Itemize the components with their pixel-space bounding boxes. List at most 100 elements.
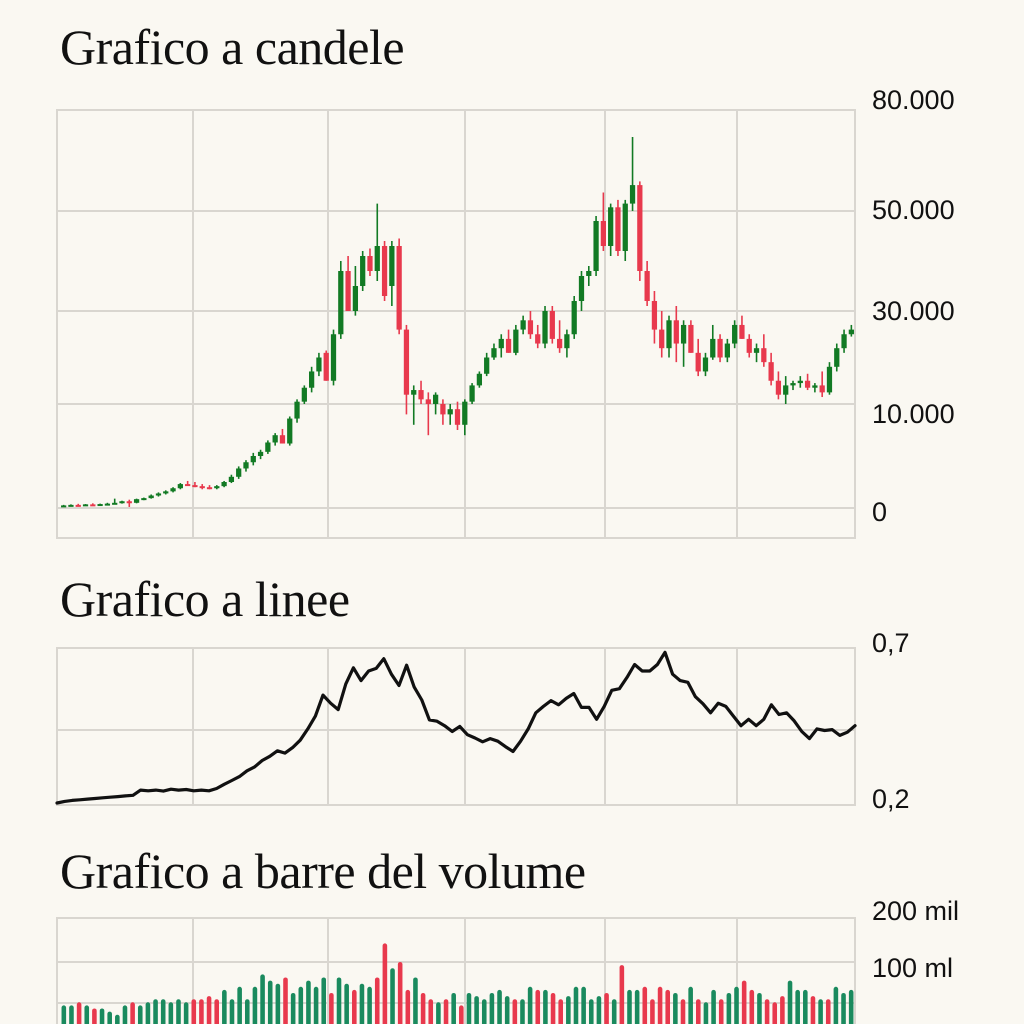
candle-body — [571, 301, 577, 335]
volume-bar — [321, 977, 327, 1024]
candle-body — [615, 207, 621, 251]
volume-bar — [527, 986, 533, 1024]
volume-bar — [344, 983, 349, 1024]
volume-bar — [680, 999, 686, 1024]
volume-bar — [229, 999, 235, 1024]
candle-body — [323, 352, 329, 381]
candle-body — [505, 338, 512, 353]
candle-body — [418, 390, 424, 400]
volume-bar — [92, 1008, 97, 1024]
volume-bar — [535, 989, 541, 1024]
candle-body — [484, 357, 490, 374]
volume-bar — [420, 993, 426, 1024]
volume-bar — [825, 999, 831, 1024]
volume-bar — [298, 986, 304, 1024]
volume-bar — [214, 999, 219, 1024]
volume-bar — [741, 980, 747, 1024]
candle-body — [454, 409, 461, 425]
candle-body — [104, 503, 111, 506]
candle-body — [790, 383, 796, 386]
line-chart-title: Grafico a linee — [60, 571, 350, 627]
volume-bar — [160, 999, 166, 1024]
candle-body — [206, 487, 213, 490]
volume-bar — [512, 999, 518, 1024]
volume-bar — [459, 1005, 464, 1024]
volume-bar — [99, 1008, 105, 1024]
candle-body — [520, 320, 526, 330]
candle-body — [542, 311, 548, 344]
volume-bar — [76, 1002, 82, 1024]
candle-body — [75, 504, 81, 507]
plot-frame — [56, 109, 856, 539]
volume-bar — [275, 983, 281, 1024]
candle-body — [61, 505, 67, 508]
volume-bar — [428, 999, 434, 1024]
volume-bar — [237, 986, 242, 1024]
candle-body — [199, 486, 205, 489]
candle-body — [155, 493, 162, 496]
candle-body — [812, 385, 818, 388]
candle-body — [826, 366, 833, 393]
candle-body — [119, 501, 125, 504]
volume-bar — [566, 996, 571, 1024]
volume-bar — [313, 986, 319, 1024]
candle-body — [629, 185, 636, 204]
candle-y-tick-10000: 10.000 — [872, 399, 955, 429]
volume-bar — [810, 996, 816, 1024]
volume-bar — [61, 1005, 67, 1024]
volume-bar — [780, 996, 785, 1024]
volume-bar — [84, 1005, 90, 1024]
volume-bar — [115, 1014, 120, 1024]
candle-body — [549, 311, 555, 339]
candle-body — [185, 484, 191, 487]
candle-body — [666, 320, 672, 349]
volume-bar — [206, 996, 212, 1024]
volume-bar — [848, 989, 854, 1024]
volume-bar — [107, 1011, 112, 1024]
volume-bar — [604, 993, 609, 1024]
candle-body — [432, 394, 439, 404]
candle-body — [265, 442, 271, 452]
volume-bar — [611, 999, 617, 1024]
candle-body — [622, 203, 628, 251]
volume-bar — [405, 989, 411, 1024]
volume-bar — [673, 993, 678, 1024]
volume-bar — [336, 977, 342, 1024]
volume-bar — [283, 977, 288, 1024]
volume-bar — [650, 999, 655, 1024]
candle-body — [68, 504, 74, 507]
volume-bar — [222, 989, 227, 1024]
volume-bar — [244, 999, 250, 1024]
volume-bar — [352, 989, 357, 1024]
candle-body — [374, 246, 380, 271]
candle-body — [257, 451, 264, 456]
candle-body — [673, 320, 679, 344]
volume-bar — [474, 996, 479, 1024]
volume-bar — [764, 999, 770, 1024]
line-y-tick-top: 0,7 — [872, 628, 910, 658]
candle-y-tick-0: 0 — [872, 497, 888, 527]
volume-bar — [841, 993, 846, 1024]
volume-y-tick-200: 200 mil — [872, 896, 960, 926]
candle-body — [425, 399, 431, 404]
volume-bar — [497, 989, 502, 1024]
candle-body — [403, 329, 410, 395]
candle-body — [578, 276, 585, 301]
candle-body — [309, 371, 315, 388]
volume-bar — [734, 986, 739, 1024]
candle-body — [804, 380, 811, 388]
volume-bar — [183, 1002, 189, 1024]
candle-body — [768, 362, 774, 381]
volume-bar — [176, 999, 181, 1024]
candle-body — [126, 501, 132, 504]
candle-body — [447, 409, 453, 415]
volume-bar — [397, 962, 403, 1024]
candle-body — [90, 504, 96, 507]
line-y-tick-bottom: 0,2 — [872, 784, 910, 814]
candle-body — [637, 185, 643, 271]
volume-bar — [596, 996, 602, 1024]
candle-body — [177, 484, 183, 489]
candle-body — [600, 221, 606, 246]
candle-body — [775, 380, 782, 395]
candle-body — [659, 329, 665, 349]
